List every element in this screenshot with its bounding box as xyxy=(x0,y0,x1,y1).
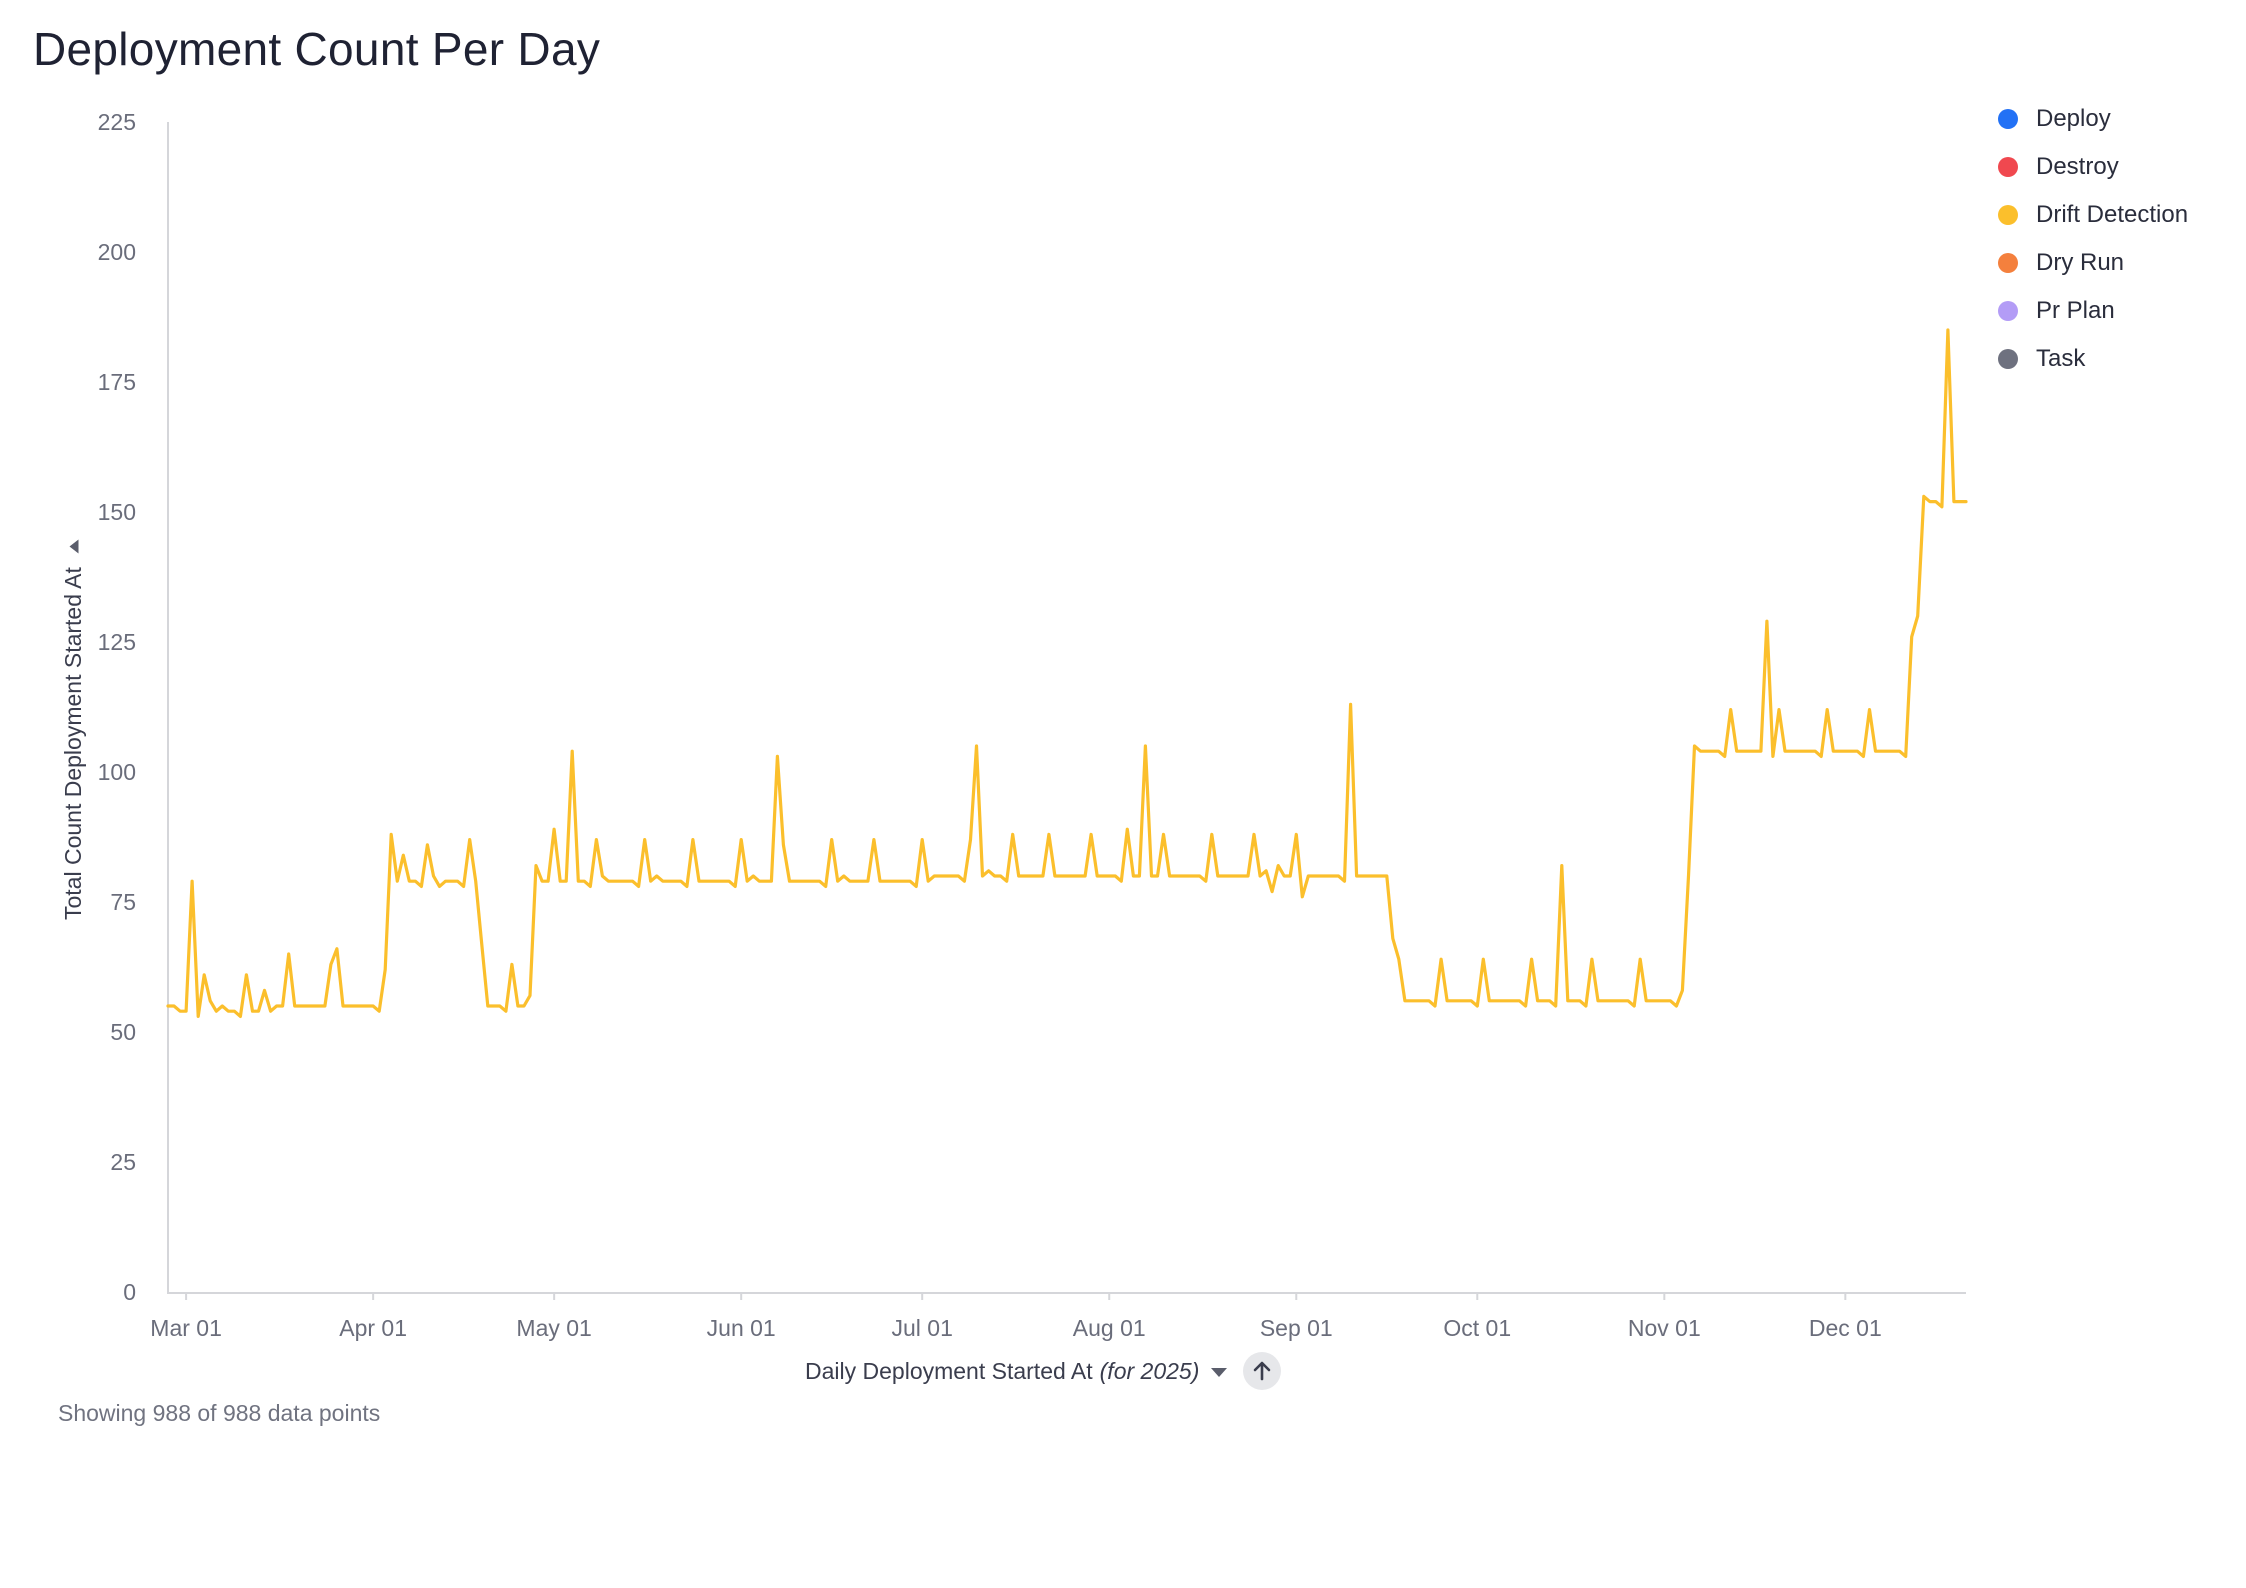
x-tick-label: Dec 01 xyxy=(1809,1315,1882,1341)
chart-title: Deployment Count Per Day xyxy=(33,23,601,75)
legend-label-drift-detection: Drift Detection xyxy=(2036,201,2189,228)
x-tick-label: Mar 01 xyxy=(150,1315,222,1341)
legend-swatch-drift-detection xyxy=(1998,205,2018,225)
y-tick-label: 50 xyxy=(110,1019,136,1045)
legend-item-destroy[interactable]: Destroy xyxy=(1998,143,2188,191)
legend-label-task: Task xyxy=(2036,345,2086,372)
x-axis-label[interactable]: Daily Deployment Started At xyxy=(805,1357,1093,1384)
legend-item-pr-plan[interactable]: Pr Plan xyxy=(1998,287,2188,335)
x-tick-label: Jul 01 xyxy=(892,1315,953,1341)
legend-swatch-destroy xyxy=(1998,157,2018,177)
y-tick-label: 25 xyxy=(110,1149,136,1175)
x-axis-dropdown-icon[interactable] xyxy=(1211,1368,1228,1377)
sort-ascending-button[interactable] xyxy=(1243,1352,1282,1390)
y-axis-label[interactable]: Total Count Deployment Started At xyxy=(60,567,86,920)
y-tick-label: 0 xyxy=(123,1279,136,1305)
y-tick-label: 125 xyxy=(98,629,136,655)
legend-swatch-task xyxy=(1998,349,2018,369)
legend-label-deploy: Deploy xyxy=(2036,105,2111,132)
y-tick-label: 75 xyxy=(110,889,136,915)
data-points-note: Showing 988 of 988 data points xyxy=(58,1400,381,1426)
legend-label-destroy: Destroy xyxy=(2036,153,2119,180)
legend-swatch-pr-plan xyxy=(1998,301,2018,321)
x-tick-label: May 01 xyxy=(516,1315,591,1341)
y-tick-label: 175 xyxy=(98,369,136,395)
y-axis-title: Total Count Deployment Started At xyxy=(60,539,87,920)
series-line-drift-detection xyxy=(166,328,1968,1018)
y-tick-label: 100 xyxy=(98,759,136,785)
x-tick-label: Oct 01 xyxy=(1443,1315,1511,1341)
x-tick-label: Jun 01 xyxy=(707,1315,776,1341)
x-tick-label: Nov 01 xyxy=(1628,1315,1701,1341)
y-tick-label: 200 xyxy=(98,239,136,265)
y-tick-label: 150 xyxy=(98,499,136,525)
legend-item-drift-detection[interactable]: Drift Detection xyxy=(1998,191,2188,239)
x-tick-label: Aug 01 xyxy=(1073,1315,1146,1341)
legend-label-pr-plan: Pr Plan xyxy=(2036,297,2115,324)
x-axis-suffix: (for 2025) xyxy=(1099,1357,1200,1384)
legend-item-task[interactable]: Task xyxy=(1998,335,2188,383)
x-tick-label: Apr 01 xyxy=(339,1315,407,1341)
y-axis-dropdown-icon[interactable] xyxy=(69,539,78,554)
legend-swatch-deploy xyxy=(1998,109,2018,129)
y-tick-label: 225 xyxy=(98,109,136,135)
x-axis-title: Daily Deployment Started At (for 2025) xyxy=(805,1352,1282,1390)
legend-item-dry-run[interactable]: Dry Run xyxy=(1998,239,2188,287)
x-tick-label: Sep 01 xyxy=(1260,1315,1333,1341)
chart-legend: Deploy Destroy Drift Detection Dry Run P… xyxy=(1998,95,2188,383)
legend-label-dry-run: Dry Run xyxy=(2036,249,2125,276)
arrow-up-icon xyxy=(1254,1361,1271,1381)
legend-swatch-dry-run xyxy=(1998,253,2018,273)
legend-item-deploy[interactable]: Deploy xyxy=(1998,95,2188,143)
